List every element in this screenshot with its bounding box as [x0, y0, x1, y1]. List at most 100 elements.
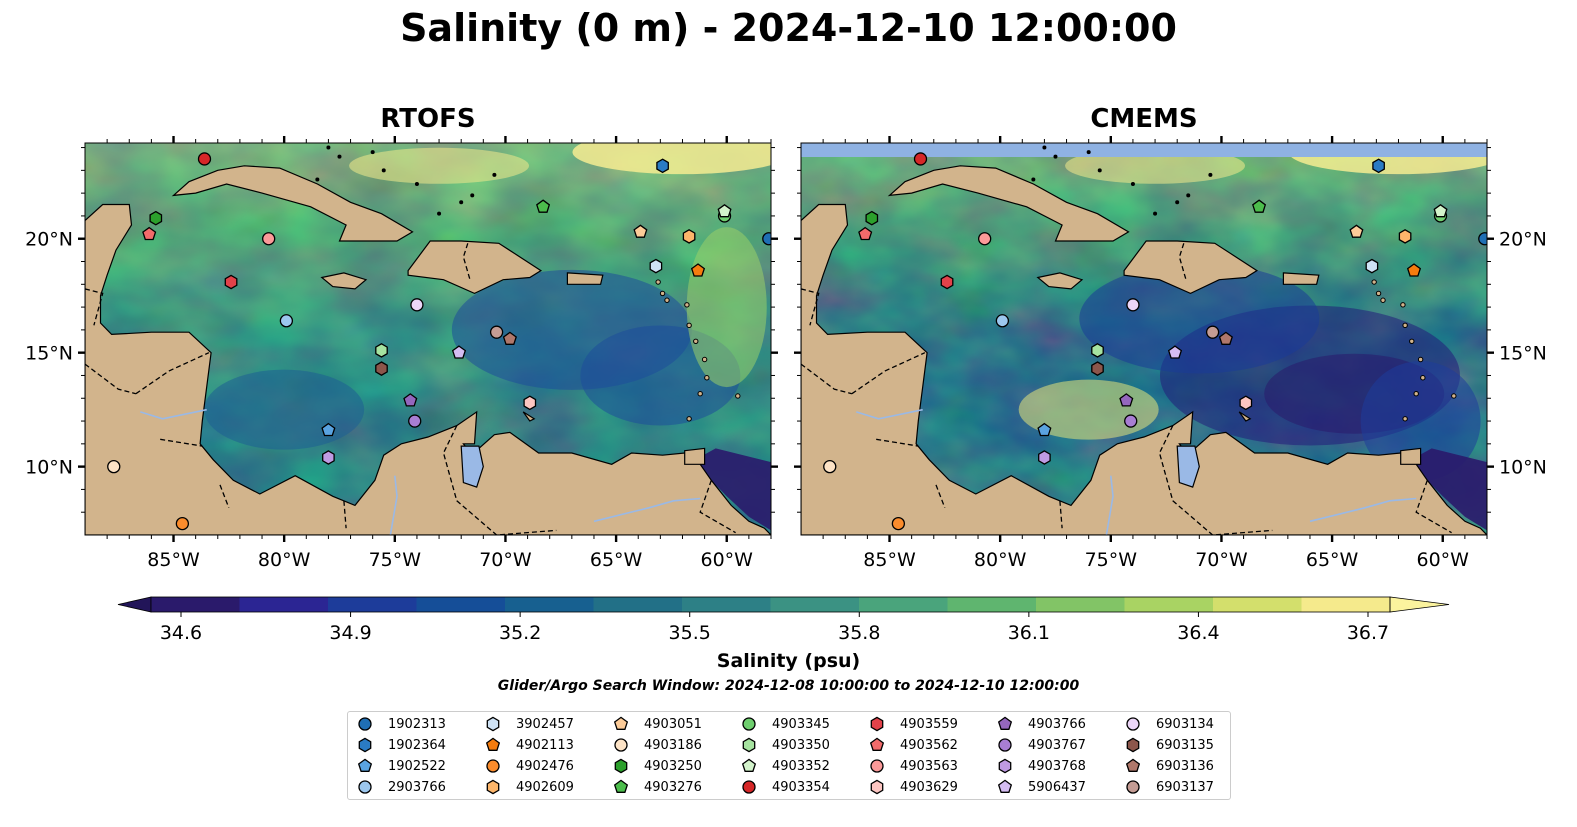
- island: [1371, 279, 1377, 285]
- salinity-feature: [686, 227, 767, 388]
- high-salinity-band: [349, 147, 530, 184]
- float-marker-5906437: [1167, 345, 1183, 359]
- island: [414, 182, 419, 187]
- legend-item: 4903562: [867, 735, 958, 755]
- island: [1053, 154, 1058, 159]
- land-jamaica: [320, 272, 368, 290]
- country-border: [699, 480, 736, 534]
- island: [326, 145, 331, 150]
- legend-marker: [1126, 780, 1140, 794]
- colorbar-segment: [1036, 597, 1126, 612]
- float-marker-6903135: [1091, 361, 1104, 376]
- legend-item: 4903051: [611, 714, 702, 734]
- island: [1420, 375, 1426, 381]
- country-border: [462, 243, 471, 280]
- float-marker-4902609: [1398, 229, 1412, 244]
- map-frame: [84, 142, 772, 536]
- hexagon-marker-icon: [998, 758, 1012, 774]
- legend-item: 4903629: [867, 777, 958, 797]
- legend-label: 5906437: [1028, 779, 1086, 795]
- float-marker-1902522: [1037, 422, 1052, 437]
- legend-marker: [614, 758, 628, 774]
- legend-item: 1902313: [355, 714, 446, 734]
- float-marker-4902476: [175, 516, 190, 531]
- circle-marker-icon: [614, 738, 628, 752]
- float-marker-6903137: [489, 325, 504, 339]
- float-marker-5906437: [451, 345, 467, 359]
- country-border: [1158, 425, 1273, 535]
- float-marker-1902522: [321, 422, 336, 437]
- float-marker-4903563: [262, 232, 276, 246]
- pentagon-marker-icon: [613, 716, 629, 730]
- legend-item: 4903352: [739, 756, 830, 776]
- colorbar-segment: [682, 597, 772, 612]
- legend-item: 6903137: [1123, 777, 1214, 797]
- float-marker-4902609: [682, 229, 696, 244]
- island: [1413, 390, 1419, 397]
- circle-marker-icon: [998, 738, 1012, 752]
- pentagon-marker-icon: [613, 779, 629, 793]
- legend-marker: [486, 759, 500, 773]
- colorbar-segment: [593, 597, 683, 612]
- float-marker-2903766: [995, 314, 1010, 328]
- panel-title-rtofs: RTOFS: [380, 104, 476, 134]
- country-border: [343, 500, 347, 529]
- float-marker-6903136: [1218, 331, 1233, 345]
- legend-item: 5906437: [995, 777, 1086, 797]
- float-marker-4903559: [224, 274, 238, 290]
- legend-label: 4902476: [516, 758, 574, 774]
- lon-tick-label: 60°W: [1417, 549, 1470, 571]
- island: [370, 150, 375, 155]
- float-marker-1902313: [1478, 232, 1487, 246]
- island: [1402, 322, 1408, 329]
- island: [1375, 290, 1382, 297]
- legend-label: 2903766: [388, 779, 446, 795]
- legend-marker: [485, 737, 501, 751]
- colorbar-segment: [151, 597, 241, 612]
- colorbar-tick-label: 35.8: [838, 622, 880, 644]
- hexagon-marker-icon: [870, 716, 884, 732]
- legend-marker: [613, 779, 629, 793]
- river: [389, 475, 398, 535]
- map-panel-cmems: [801, 143, 1487, 535]
- island: [1042, 145, 1047, 150]
- float-marker-4903767: [408, 414, 422, 428]
- float-marker-4903350: [1091, 343, 1104, 358]
- legend-item: 4903563: [867, 756, 958, 776]
- lon-tick-label: 60°W: [701, 549, 754, 571]
- colorbar-segment: [859, 597, 949, 612]
- legend-label: 1902522: [388, 758, 446, 774]
- island: [664, 297, 670, 303]
- float-marker-6903136: [502, 331, 517, 345]
- circle-marker-icon: [870, 759, 884, 773]
- legend-label: 4903276: [644, 779, 702, 795]
- float-marker-4903766: [403, 393, 418, 407]
- legend-item: 4903345: [739, 714, 830, 734]
- legend-item: 1902522: [355, 756, 446, 776]
- float-marker-3902457: [1365, 258, 1379, 274]
- river: [1309, 497, 1417, 523]
- legend-label: 6903136: [1156, 758, 1214, 774]
- float-marker-4903250: [865, 210, 879, 226]
- legend-marker: [997, 779, 1013, 793]
- country-border: [851, 352, 926, 395]
- colorbar-label: Salinity (psu): [716, 650, 861, 672]
- float-marker-4903562: [142, 226, 157, 241]
- legend-marker: [358, 737, 372, 753]
- island: [1380, 297, 1386, 303]
- legend-marker: [997, 716, 1013, 730]
- island: [1409, 338, 1415, 344]
- island: [459, 200, 464, 205]
- country-border: [935, 484, 946, 508]
- colorbar-segment: [947, 597, 1037, 612]
- lon-tick-label: 65°W: [1306, 549, 1359, 571]
- legend-marker: [1126, 737, 1140, 753]
- lat-tick-label: 20°N: [1499, 229, 1547, 251]
- colorbar-tick-label: 35.5: [669, 622, 711, 644]
- colorbar-segment: [770, 597, 860, 612]
- land-curacao: [522, 411, 536, 422]
- island: [1400, 302, 1406, 308]
- colorbar-segment: [1213, 597, 1303, 612]
- circle-marker-icon: [358, 780, 372, 794]
- float-marker-1902313: [762, 232, 771, 246]
